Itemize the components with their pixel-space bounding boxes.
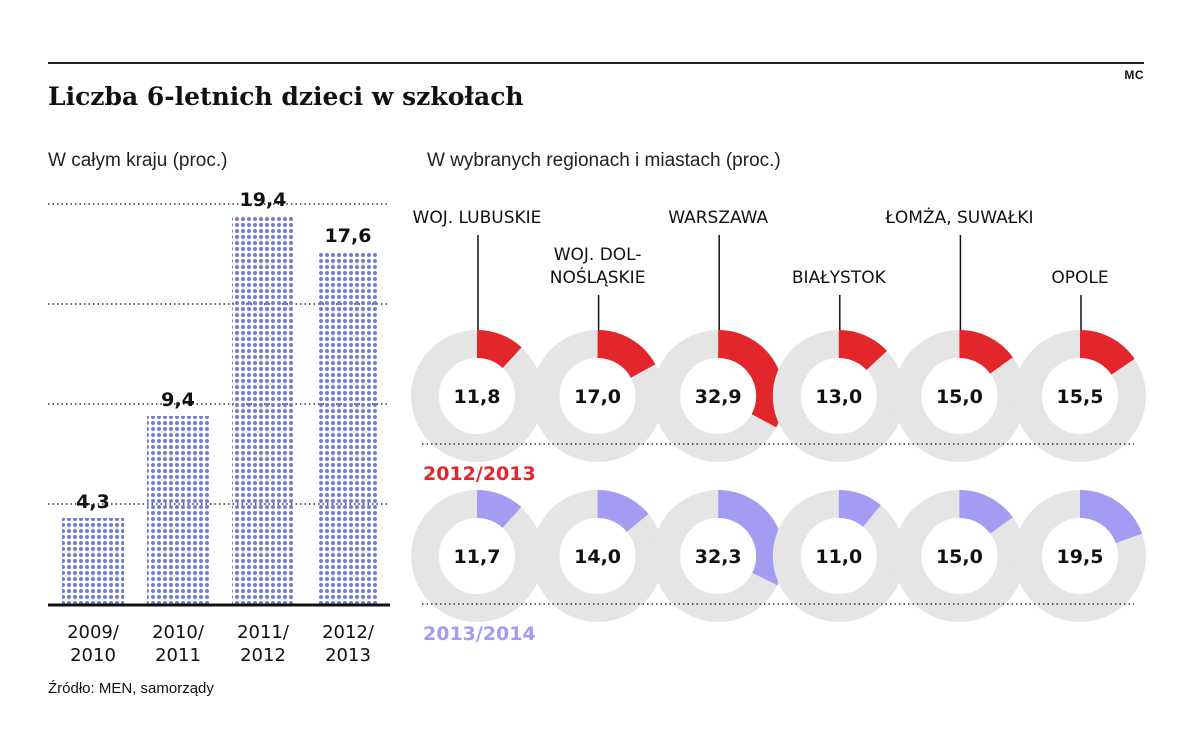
ring-value-label: 11,8 (454, 386, 501, 408)
ring-value-label: 11,0 (815, 546, 862, 568)
x-tick-label: 2011 (155, 645, 201, 666)
x-tick-label: 2009/ (67, 622, 120, 643)
right-subtitle: W wybranych regionach i miastach (proc.) (427, 150, 781, 171)
ring-segment (717, 490, 785, 586)
ring-value-label: 17,0 (574, 386, 621, 408)
bar-value-label: 9,4 (161, 389, 195, 411)
x-tick-label: 2010 (70, 645, 116, 666)
ring-value-label: 14,0 (574, 546, 621, 568)
ring-segment (596, 330, 656, 379)
ring-value-label: 15,0 (936, 546, 983, 568)
region-label: WOJ. LUBUSKIE (413, 208, 542, 228)
bar-value-label: 19,4 (240, 189, 287, 211)
ring-segment (1079, 330, 1135, 376)
region-label: ŁOMŻA, SUWAŁKI (884, 207, 1033, 228)
ring-chart: WOJ. LUBUSKIE WOJ. DOL-NOŚLĄSKIE WARSZAWA B… (411, 207, 1146, 645)
left-subtitle: W całym kraju (proc.) (48, 150, 228, 171)
ring-segment (476, 490, 522, 529)
bar (147, 416, 209, 604)
ring-segment (1079, 490, 1143, 544)
ring-value-label: 32,9 (695, 386, 742, 408)
author-credit: MC (1124, 68, 1144, 82)
bar (317, 252, 379, 604)
bar-chart: 4,3 2009/2010 9,4 2010/2011 19,4 2011/2012 17,… (48, 189, 390, 666)
region-label: OPOLE (1051, 268, 1108, 288)
x-tick-label: 2013 (325, 645, 371, 666)
ring-value-label: 11,7 (454, 546, 501, 568)
region-label: NOŚLĄSKIE (550, 266, 646, 288)
x-tick-label: 2012/ (322, 622, 375, 643)
ring-value-label: 13,0 (815, 386, 862, 408)
bar-value-label: 17,6 (325, 225, 372, 247)
ring-segment (596, 490, 649, 533)
region-label: WOJ. DOL- (554, 245, 642, 265)
source-note: Źródło: MEN, samorządy (48, 680, 214, 697)
bar-value-label: 4,3 (76, 491, 110, 513)
series-label: 2013/2014 (423, 623, 536, 645)
ring-segment (838, 330, 887, 371)
ring-segment (476, 330, 522, 369)
ring-value-label: 15,5 (1057, 386, 1104, 408)
ring-segment (958, 330, 1013, 375)
ring-segment (838, 490, 881, 528)
top-rule (48, 62, 1144, 64)
ring-value-label: 32,3 (695, 546, 742, 568)
bar (62, 518, 124, 604)
bar (232, 216, 294, 604)
region-label: WARSZAWA (668, 208, 768, 228)
ring-segment (958, 490, 1013, 535)
x-tick-label: 2011/ (237, 622, 290, 643)
x-tick-label: 2012 (240, 645, 286, 666)
chart-title: Liczba 6-letnich dzieci w szkołach (48, 82, 524, 111)
series-label: 2012/2013 (423, 463, 536, 485)
ring-segment (717, 330, 785, 428)
ring-value-label: 19,5 (1057, 546, 1104, 568)
x-tick-label: 2010/ (152, 622, 205, 643)
ring-value-label: 15,0 (936, 386, 983, 408)
region-label: BIAŁYSTOK (792, 268, 887, 288)
